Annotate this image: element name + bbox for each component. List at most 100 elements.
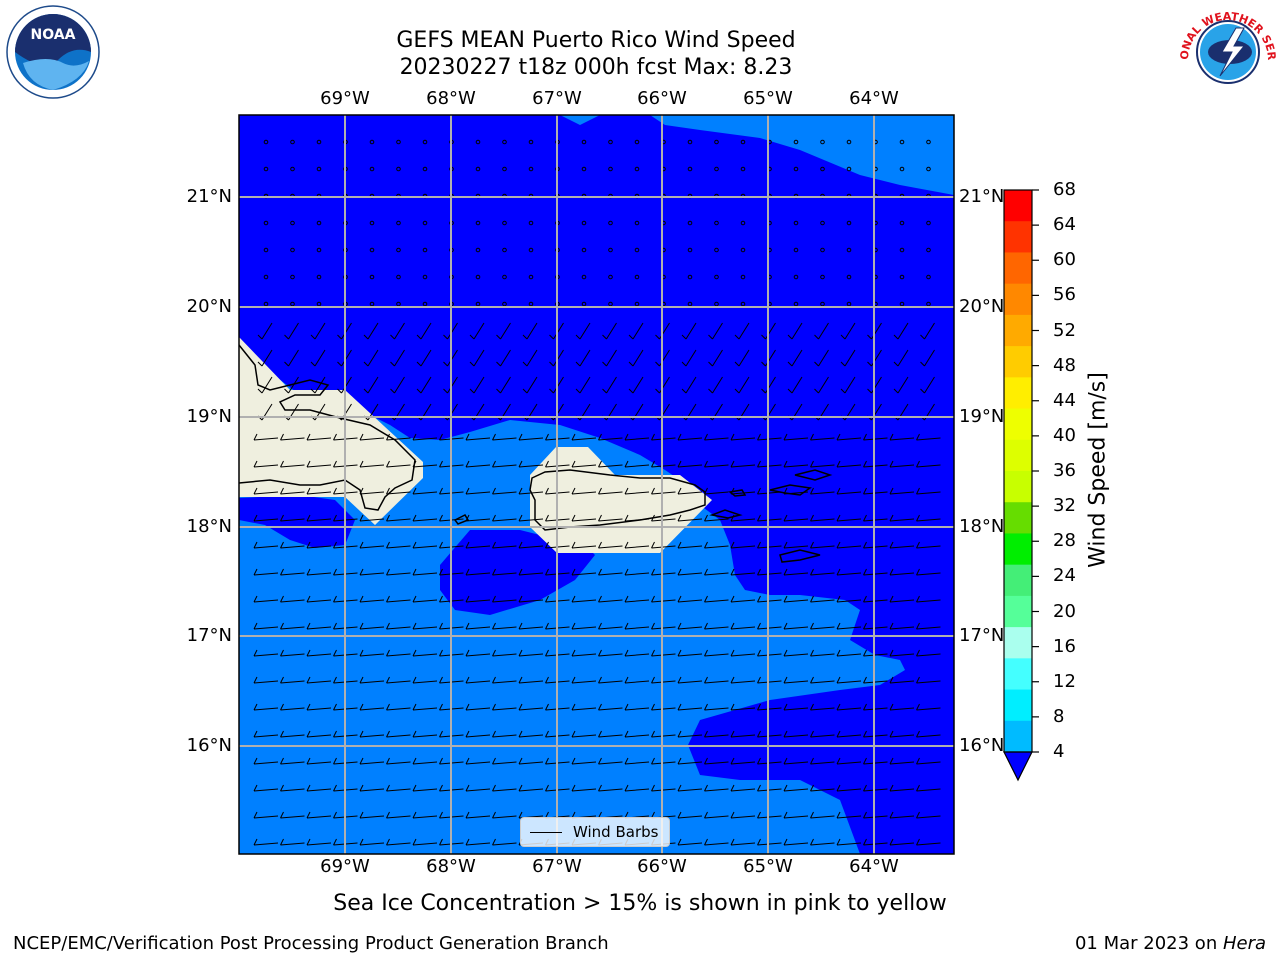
wind-barb <box>496 376 511 394</box>
wind-barb <box>836 703 862 711</box>
wind-barb <box>369 139 375 145</box>
wind-barb <box>740 274 746 280</box>
wind-barb <box>687 274 693 280</box>
wind-barb <box>783 568 809 576</box>
wind-barb <box>602 376 617 394</box>
wind-barb <box>386 541 411 549</box>
wind-barb <box>704 730 729 738</box>
wind-barb <box>783 595 809 603</box>
wind-barb <box>571 487 597 495</box>
wind-barb <box>502 301 507 307</box>
wind-barb <box>651 433 676 441</box>
wind-barb <box>581 274 587 280</box>
wind-barb <box>704 595 729 603</box>
wind-barb <box>386 811 411 819</box>
wind-barb <box>518 676 544 684</box>
wind-barb <box>926 166 931 172</box>
colorbar-tick-label: 20 <box>1053 600 1076 622</box>
map-title: GEFS MEAN Puerto Rico Wind Speed <box>396 28 796 53</box>
wind-barb <box>369 247 375 253</box>
colorbar-segment <box>1004 314 1032 347</box>
wind-barb <box>926 220 931 226</box>
wind-barb <box>549 349 564 367</box>
wind-barb <box>846 274 852 280</box>
wind-barb <box>465 838 491 846</box>
wind-barb <box>624 541 650 549</box>
wind-barb <box>549 376 564 394</box>
wind-barb <box>836 784 862 792</box>
wind-barb <box>677 514 703 522</box>
wind-barb <box>708 349 723 367</box>
wind-barb <box>863 730 888 738</box>
wind-barb <box>396 220 401 226</box>
wind-barb <box>502 274 507 280</box>
wind-barb <box>396 274 401 280</box>
colorbar-tick-label: 48 <box>1053 354 1076 376</box>
wind-barb <box>730 514 756 522</box>
wind-barb <box>412 784 438 792</box>
wind-barb <box>390 322 405 340</box>
wind-barb <box>810 595 835 603</box>
wind-barb <box>916 703 941 711</box>
wind-barb <box>253 460 279 468</box>
wind-barb <box>369 220 375 226</box>
wind-barb <box>608 166 613 172</box>
wind-barb <box>412 811 438 819</box>
wind-barb <box>863 433 888 441</box>
wind-barb <box>475 220 481 226</box>
wind-barb <box>651 487 676 495</box>
wind-barb <box>522 322 538 340</box>
wind-barb <box>359 811 385 819</box>
wind-barb <box>624 622 650 630</box>
wind-barb <box>571 595 597 603</box>
wind-barb <box>571 703 597 711</box>
wind-barb <box>730 757 756 765</box>
lon-label-top: 64°W <box>849 88 899 109</box>
wind-barb <box>528 301 534 307</box>
wind-barb <box>730 703 756 711</box>
wind-barb <box>280 784 305 792</box>
colorbar-tick-label: 68 <box>1053 179 1076 200</box>
wind-barb <box>492 433 517 441</box>
wind-barb <box>465 568 491 576</box>
wind-barb <box>363 349 379 367</box>
wind-barb <box>549 322 564 340</box>
wind-barb <box>412 433 438 441</box>
wind-barb <box>363 322 379 340</box>
wind-barb <box>730 649 756 657</box>
wind-barb <box>475 247 481 253</box>
wind-barb <box>571 649 597 657</box>
wind-barb <box>651 757 676 765</box>
wind-barb <box>571 730 597 738</box>
wind-barb <box>651 622 676 630</box>
wind-barb <box>359 730 385 738</box>
wind-barb <box>730 838 756 846</box>
wind-barb <box>916 811 941 819</box>
wind-barb <box>386 487 411 495</box>
wind-barb <box>704 514 729 522</box>
wind-barb <box>757 703 782 711</box>
wind-barb <box>310 376 326 394</box>
wind-barb <box>926 247 931 253</box>
wind-barb <box>412 568 438 576</box>
wind-barb <box>893 376 909 394</box>
wind-barb <box>316 166 322 172</box>
colorbar <box>1003 189 1039 782</box>
wind-barb <box>581 139 587 145</box>
wind-barb <box>810 676 835 684</box>
wind-barb <box>316 139 322 145</box>
wind-barb <box>846 220 852 226</box>
wind-barb <box>730 568 756 576</box>
wind-barb <box>465 460 491 468</box>
colorbar-segment <box>1004 408 1032 441</box>
wind-barb <box>598 541 623 549</box>
wind-barb <box>475 301 481 307</box>
colorbar-tick-label: 4 <box>1053 741 1065 762</box>
wind-barb <box>787 349 803 367</box>
wind-barb <box>412 460 438 468</box>
wind-barb <box>926 139 931 145</box>
wind-barb <box>284 322 299 340</box>
wind-barb <box>502 247 507 253</box>
wind-barb <box>734 322 750 340</box>
